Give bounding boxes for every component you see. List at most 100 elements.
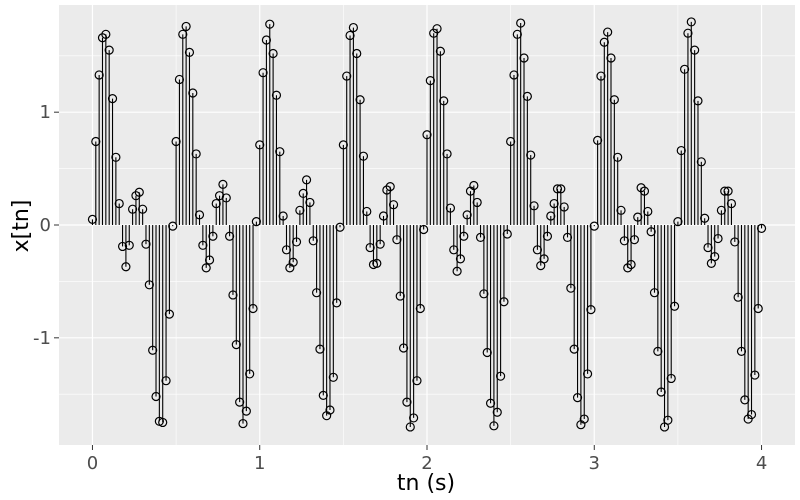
stem-marker — [288, 257, 298, 267]
stem-marker — [609, 95, 619, 105]
stem-marker — [746, 409, 757, 420]
stem-marker — [643, 206, 653, 217]
stem-marker — [756, 223, 767, 233]
stem-marker — [492, 407, 502, 417]
stem-marker — [348, 22, 358, 33]
stem-marker — [415, 303, 425, 314]
stem-marker — [435, 46, 445, 56]
stem-marker — [452, 266, 462, 276]
x-axis-ticks: 0 1 2 3 4 — [87, 445, 767, 474]
stem-marker — [128, 204, 138, 214]
stem-marker — [593, 135, 603, 145]
stem-marker — [673, 217, 683, 227]
y-axis-title: x[tn] — [9, 200, 34, 253]
stem-marker — [582, 369, 593, 379]
stem-marker — [241, 406, 251, 416]
stem-marker — [599, 37, 609, 47]
stem-marker — [355, 95, 365, 105]
y-tick-label: -1 — [33, 328, 51, 349]
stem-marker — [489, 421, 499, 431]
stem-marker — [111, 152, 121, 162]
stem-marker — [261, 35, 272, 45]
stem-marker — [168, 221, 178, 231]
stem-marker — [586, 305, 596, 315]
stem-marker — [409, 413, 419, 423]
stem-marker — [204, 255, 215, 265]
stem-marker — [546, 211, 556, 221]
stem-marker — [235, 397, 245, 407]
stem-marker — [174, 74, 185, 85]
stem-marker — [395, 291, 405, 301]
stem-marker — [629, 235, 640, 245]
stem-marker — [378, 211, 389, 221]
stem-marker — [669, 301, 680, 311]
stem-marker — [619, 236, 629, 246]
stem-marker — [566, 283, 576, 293]
stem-marker — [107, 94, 118, 104]
stem-marker — [559, 202, 569, 212]
stem-marker — [522, 91, 532, 101]
stem-marker — [385, 182, 395, 192]
stem-marker — [462, 210, 472, 220]
stem-marker — [526, 150, 536, 160]
stem-marker — [656, 387, 666, 397]
stem-marker — [469, 180, 479, 191]
stem-marker — [315, 344, 325, 354]
stem-marker — [626, 259, 636, 270]
stem-marker — [144, 280, 154, 290]
stem-marker — [255, 140, 265, 150]
stem-marker — [218, 179, 228, 189]
stem-marker — [342, 71, 352, 81]
stem-marker — [676, 145, 686, 156]
stem-marker — [271, 90, 282, 100]
stem-marker — [221, 193, 231, 203]
stem-marker — [228, 290, 238, 300]
stem-marker — [328, 372, 338, 382]
stem-marker — [345, 30, 355, 41]
y-tick-label: 1 — [40, 102, 51, 123]
stem-marker — [251, 217, 261, 227]
stem-marker — [295, 205, 305, 215]
stem-marker — [459, 231, 469, 241]
stem-marker — [225, 231, 235, 241]
stem-marker — [335, 222, 345, 232]
stem-marker — [194, 210, 205, 220]
x-tick-label: 4 — [756, 453, 767, 474]
stem-marker — [700, 213, 710, 223]
stem-marker — [325, 405, 335, 415]
stem-marker — [666, 373, 676, 384]
stem-marker — [616, 205, 626, 215]
stem-marker — [114, 198, 124, 209]
stem-marker — [422, 130, 432, 140]
stem-marker — [268, 48, 278, 59]
stem-marker — [532, 245, 543, 255]
stem-marker — [733, 292, 743, 302]
stem-marker — [562, 232, 573, 243]
stem-marker — [308, 236, 318, 246]
stem-marker — [679, 64, 690, 74]
stem-marker — [449, 245, 459, 255]
stem-marker — [693, 96, 703, 106]
stem-marker — [265, 19, 275, 29]
stem-marker — [496, 371, 506, 381]
stem-marker — [663, 415, 673, 425]
stem-marker — [181, 21, 191, 32]
x-tick-label: 0 — [87, 453, 98, 474]
stem-markers — [87, 17, 767, 432]
stem-marker — [683, 28, 693, 38]
stem-marker — [298, 188, 308, 199]
stem-marker — [569, 344, 579, 354]
stem-marker — [482, 347, 492, 358]
stem-marker — [372, 258, 382, 268]
stem-marker — [134, 187, 144, 197]
stem-marker — [278, 211, 288, 221]
stem-marker — [589, 221, 599, 231]
stem-marker — [281, 245, 292, 255]
stem-marker — [606, 53, 616, 63]
stem-marker — [539, 254, 549, 264]
stem-marker — [472, 197, 482, 208]
stem-marker — [730, 237, 740, 247]
stem-marker — [388, 200, 399, 210]
stem-marker — [703, 242, 713, 253]
stem-marker — [208, 231, 218, 241]
